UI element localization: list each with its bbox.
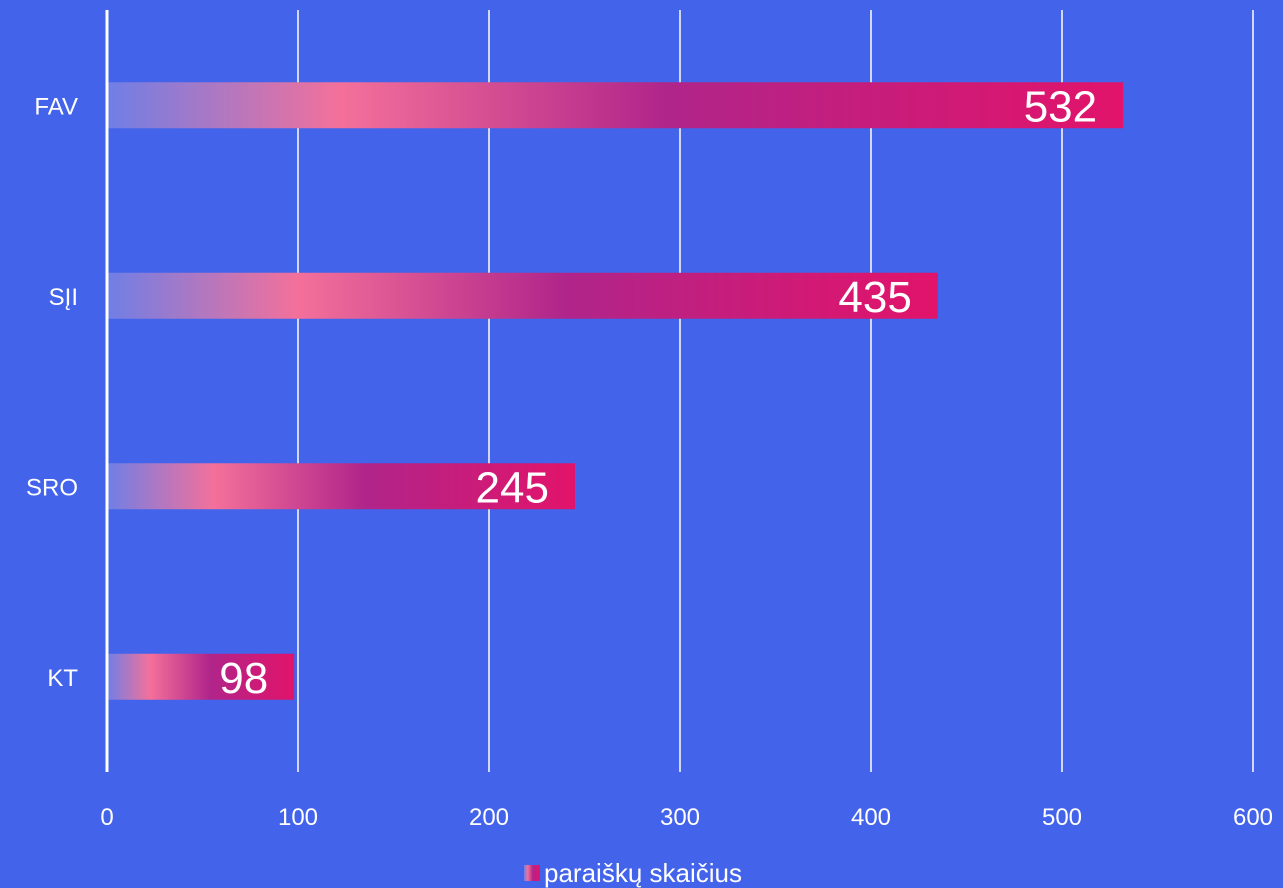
data-label: 245	[476, 463, 549, 512]
data-label: 98	[219, 654, 268, 703]
labels: FAV 532 SĮI 435 SRO 245 KT 98	[26, 82, 1097, 703]
legend: paraiškų skaičius	[524, 858, 742, 888]
x-tick-label: 400	[851, 804, 891, 831]
x-tick-label: 200	[469, 804, 509, 831]
category-label: KT	[47, 665, 78, 692]
bar	[107, 272, 938, 319]
bar	[107, 82, 1124, 129]
x-tick-label: 0	[100, 804, 113, 831]
axes: 0 100 200 300 400 500 600	[100, 10, 1273, 831]
bars	[107, 82, 1124, 700]
bar	[107, 653, 295, 700]
legend-swatch	[524, 865, 540, 881]
category-label: FAV	[34, 93, 78, 120]
x-tick-label: 100	[278, 804, 318, 831]
bar	[107, 463, 575, 510]
data-label: 435	[838, 273, 911, 322]
x-tick-label: 600	[1233, 804, 1273, 831]
x-tick-label: 500	[1042, 804, 1082, 831]
gridlines	[297, 10, 1254, 772]
category-label: SĮI	[49, 284, 78, 311]
data-label: 532	[1024, 82, 1097, 131]
x-tick-label: 300	[660, 804, 700, 831]
legend-label: paraiškų skaičius	[544, 858, 742, 888]
category-label: SRO	[26, 474, 78, 501]
